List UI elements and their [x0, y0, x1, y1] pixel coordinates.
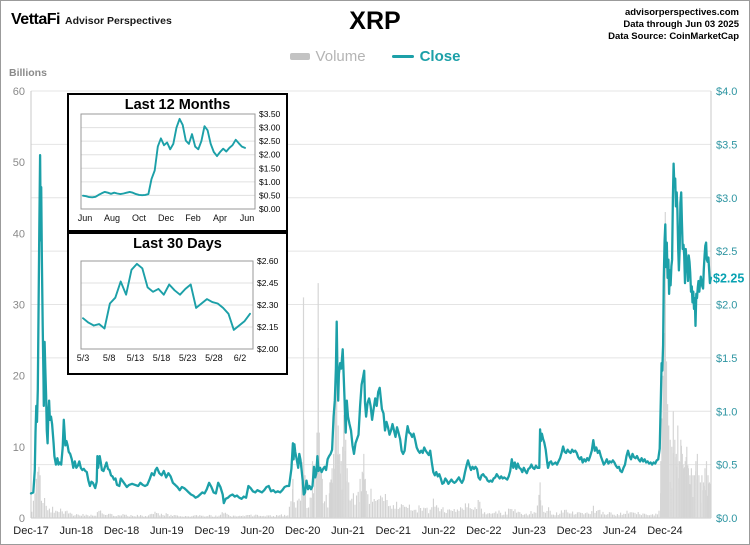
close-line: [29, 153, 713, 505]
inset-y-tick-label: $3.50: [259, 109, 281, 119]
inset-12m-title: Last 12 Months: [124, 97, 231, 113]
left-tick-label: 10: [13, 442, 25, 454]
x-tick-label: Jun-23: [512, 525, 546, 537]
last_12_months-x-labels: Jun Aug Oct Dec Feb Apr Jun: [78, 213, 255, 223]
left-tick-label: 30: [13, 300, 25, 312]
last_12_months-plot-frame: [80, 113, 256, 210]
volume-swatch-icon: [289, 53, 310, 60]
volume-bars: [31, 212, 712, 518]
right-tick-label: $2.0: [716, 300, 737, 312]
x-tick-label: Jun-18: [59, 525, 93, 537]
inset-y-tick-label: $3.00: [259, 123, 281, 133]
right-tick-label: $0.0: [716, 513, 737, 525]
inset-x-tick-label: 5/13: [127, 353, 145, 363]
inset-y-tick-label: $1.50: [259, 163, 281, 173]
left-tick-label: 40: [13, 228, 25, 240]
inset-30d-title: Last 30 Days: [133, 236, 222, 252]
x-tick-label: Jun-22: [422, 525, 456, 537]
x-tick-label: Dec-23: [557, 525, 592, 537]
right-tick-label: $1.5: [716, 353, 737, 365]
x-tick-label: Jun-19: [150, 525, 184, 537]
inset-x-tick-label: Feb: [185, 213, 201, 223]
page-title: XRP: [349, 7, 401, 35]
x-tick-label: Dec-22: [466, 525, 501, 537]
inset-x-tick-label: Aug: [104, 213, 120, 223]
right-tick-label: $2.5: [716, 246, 737, 258]
inset-y-tick-label: $2.60: [257, 256, 279, 266]
last-price-label: $2.25: [713, 271, 744, 285]
inset-x-tick-label: 6/2: [234, 353, 247, 363]
close-legend-label: Close: [419, 48, 461, 65]
inset-x-tick-label: Jun: [78, 213, 93, 223]
inset-x-tick-label: 5/28: [205, 353, 223, 363]
legend-item-volume: Volume: [289, 48, 366, 65]
data-through-label: Data through Jun 03 2025: [623, 19, 739, 30]
left-tick-label: 50: [13, 157, 25, 169]
inset-y-tick-label: $2.30: [257, 300, 279, 310]
right-tick-label: $0.5: [716, 460, 737, 472]
x-tick-label: Dec-21: [376, 525, 411, 537]
last_12_months-line: [82, 117, 246, 199]
volume-spikes: [35, 212, 712, 518]
volume-legend-label: Volume: [315, 48, 366, 65]
legend: Volume Close: [1, 48, 749, 65]
vettafi-logo: VettaFi: [11, 11, 60, 28]
inset-x-tick-label: 5/3: [77, 353, 90, 363]
last_30_days-x-labels: 5/3 5/8 5/13 5/18 5/23 5/28 6/2: [77, 353, 247, 363]
left-axis-title: Billions: [9, 67, 47, 79]
legend-item-close: Close: [391, 48, 461, 65]
inset-y-tick-label: $2.50: [259, 136, 281, 146]
right-tick-label: $1.0: [716, 406, 737, 418]
source-block: advisorperspectives.com Data through Jun…: [608, 7, 739, 43]
last_12_months-y-labels: $3.50 $3.00 $2.50 $2.00 $1.50 $1.00 $0.50 $0.00: [259, 109, 281, 214]
inset-last-30-days: Last 30 Days $2.60 $2.45 $2.30 $2.15 $2.00 5/…: [67, 232, 288, 375]
left-tick-label: 0: [19, 513, 25, 525]
inset-x-tick-label: Oct: [132, 213, 147, 223]
inset-y-tick-label: $1.00: [259, 177, 281, 187]
close-line-swatch-icon: [391, 54, 414, 59]
x-tick-label: Dec-24: [647, 525, 682, 537]
right-tick-label: $3.0: [716, 193, 737, 205]
last_30_days-line: [82, 262, 251, 331]
last_30_days-y-labels: $2.60 $2.45 $2.30 $2.15 $2.00: [257, 256, 279, 354]
right-tick-label: $4.0: [716, 86, 737, 98]
advisor-perspectives-label: Advisor Perspectives: [65, 15, 172, 27]
inset-y-tick-label: $2.45: [257, 278, 279, 288]
last_30_days-grid: [81, 260, 253, 350]
x-tick-label: Jun-21: [331, 525, 365, 537]
x-tick-label: Dec-19: [194, 525, 229, 537]
inset-12m-canvas: $3.50 $3.00 $2.50 $2.00 $1.50 $1.00 $0.50 $0.00…: [78, 109, 281, 223]
left-axis-ticks: 0 10 20 30 40 50 60: [13, 86, 25, 525]
inset-x-tick-label: Apr: [213, 213, 227, 223]
x-tick-label: Jun-20: [241, 525, 275, 537]
x-axis-ticks: Dec-17 Jun-18 Dec-18 Jun-19 Dec-19 Jun-20 Dec-…: [13, 525, 682, 537]
inset-x-tick-label: 5/23: [179, 353, 197, 363]
inset-y-tick-label: $0.50: [259, 190, 281, 200]
inset-30d-canvas: $2.60$2.45$2.30$2.15$2.005/3 5/8 5/13 5/18 5…: [77, 256, 279, 363]
x-tick-label: Dec-18: [104, 525, 139, 537]
right-tick-label: $3.5: [716, 139, 737, 151]
inset-x-tick-label: Dec: [158, 213, 175, 223]
inset-x-tick-label: 5/8: [103, 353, 116, 363]
last_30_days-plot-frame: [80, 260, 254, 350]
x-tick-label: Jun-24: [603, 525, 637, 537]
x-tick-label: Dec-20: [285, 525, 320, 537]
x-tick-label: Dec-17: [13, 525, 48, 537]
left-tick-label: 60: [13, 86, 25, 98]
right-axis-ticks: $0.0 $0.5 $1.0 $1.5 $2.0 $2.5 $3.0 $3.5 $4.0 $2.2…: [713, 86, 744, 525]
left-tick-label: 20: [13, 371, 25, 383]
inset-x-tick-label: Jun: [240, 213, 255, 223]
inset-y-tick-label: $2.00: [257, 344, 279, 354]
source-url: advisorperspectives.com: [624, 7, 739, 18]
inset-y-tick-label: $2.00: [259, 150, 281, 160]
inset-last-12-months: Last 12 Months $3.50 $3.00 $2.50 $2.00 $1.50…: [67, 93, 288, 232]
last_12_months-grid: [81, 113, 255, 210]
inset-x-tick-label: 5/18: [153, 353, 171, 363]
inset-y-tick-label: $2.15: [257, 322, 279, 332]
inset-y-tick-label: $0.00: [259, 204, 281, 214]
data-source-label: Data Source: CoinMarketCap: [608, 31, 739, 42]
